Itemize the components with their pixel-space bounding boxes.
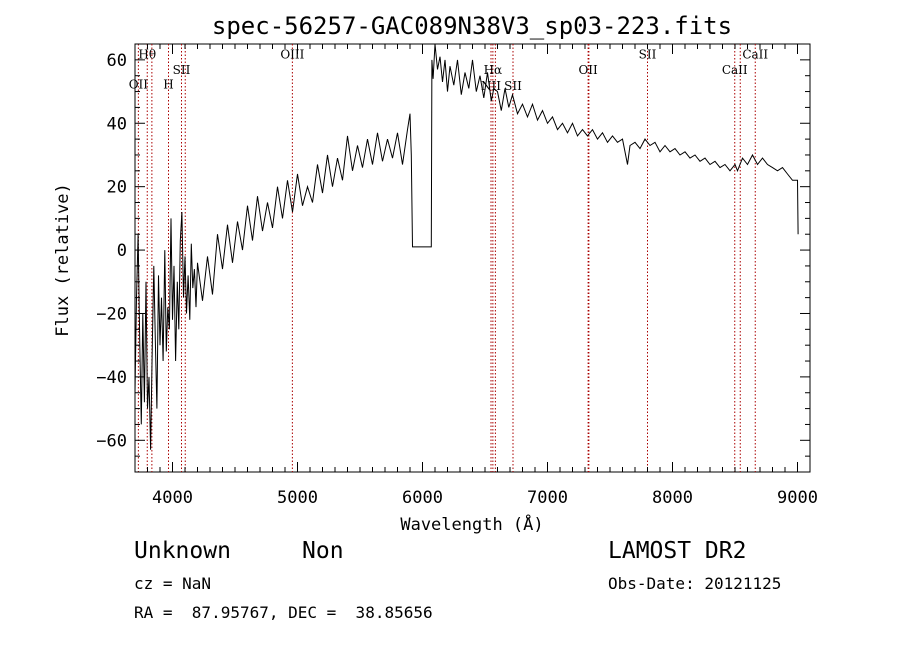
y-tick-label: 0 — [117, 241, 127, 261]
object-subclass: Non — [302, 538, 344, 564]
line-marker-label: H — [163, 77, 173, 91]
line-markers — [137, 44, 756, 472]
y-tick-label: −20 — [96, 304, 127, 324]
line-marker-label: SII — [173, 63, 191, 77]
line-marker-label: Hθ — [138, 47, 156, 61]
line-marker-label: Hα — [484, 63, 503, 77]
line-marker-label: OII — [578, 63, 598, 77]
axis-ticks — [134, 43, 811, 473]
x-tick-label: 7000 — [527, 488, 568, 508]
line-marker-label: CaII — [722, 63, 748, 77]
y-tick-label: −40 — [96, 368, 127, 388]
y-tick-label: 40 — [107, 114, 127, 134]
y-tick-label: 60 — [107, 51, 127, 71]
plot-frame — [134, 43, 811, 473]
line-marker-label: SII — [504, 79, 522, 93]
x-tick-label: 8000 — [652, 488, 693, 508]
line-marker-label: CaII — [742, 47, 768, 61]
line-marker-label: SII — [639, 47, 657, 61]
y-tick-labels: −60 −40 −20 0 20 40 60 — [96, 51, 127, 451]
object-class: Unknown — [134, 538, 231, 564]
spectrum-line — [134, 43, 799, 450]
x-axis-label: Wavelength (Å) — [400, 513, 543, 535]
redshift-cz: cz = NaN — [134, 574, 212, 593]
line-marker-label: NII — [481, 79, 501, 93]
observation-date: Obs-Date: 20121125 — [608, 574, 782, 593]
x-tick-label: 4000 — [152, 488, 193, 508]
y-tick-label: −60 — [96, 431, 127, 451]
y-axis-label: Flux (relative) — [53, 183, 73, 337]
survey-name: LAMOST DR2 — [608, 538, 747, 564]
y-tick-label: 20 — [107, 178, 127, 198]
line-marker-label: OIII — [280, 47, 304, 61]
chart-title: spec-56257-GAC089N38V3_sp03-223.fits — [212, 12, 732, 40]
x-tick-label: 9000 — [777, 488, 818, 508]
x-tick-label: 5000 — [277, 488, 318, 508]
line-marker-label: OII — [129, 77, 149, 91]
ra-dec-coordinates: RA = 87.95767, DEC = 38.85656 — [134, 603, 433, 622]
x-tick-labels: 4000 5000 6000 7000 8000 9000 — [152, 488, 818, 508]
x-tick-label: 6000 — [402, 488, 443, 508]
